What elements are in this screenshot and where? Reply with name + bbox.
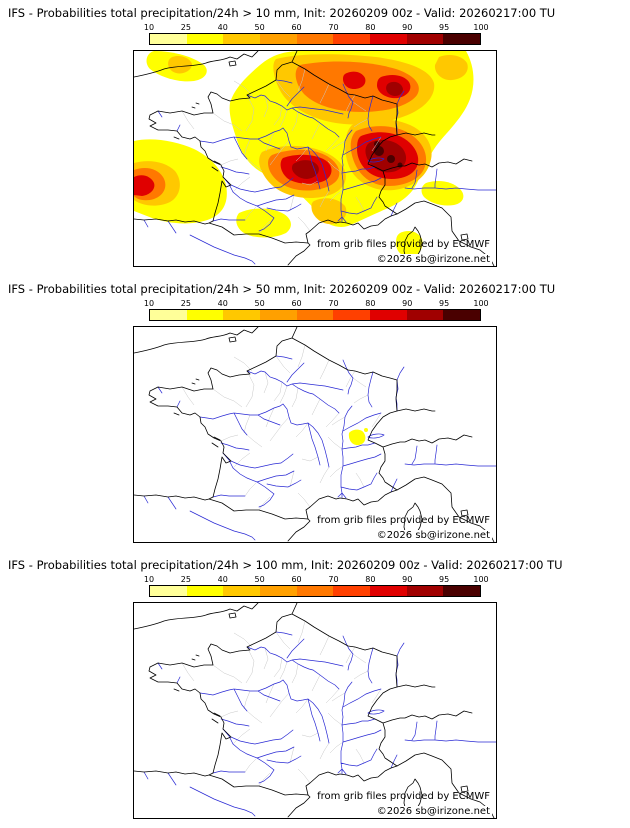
colorbar-tick-labels: 10 25 40 50 60 70 80 90 95 100 [144,299,489,309]
colorbar-tick: 100 [473,23,489,32]
colorbar-tick: 10 [143,299,155,308]
colorbar-tick: 70 [328,299,339,308]
colorbar-tick: 90 [402,299,413,308]
copyright-link[interactable]: ©2026 sb@irizone.net [374,806,492,817]
map-canvas [134,603,496,818]
map-title: IFS - Probabilities total precipitation/… [8,558,563,572]
colorbar-tick: 100 [473,299,489,308]
colorbar: 10 25 40 50 60 70 80 90 95 100 [144,575,489,598]
precipitation-layer [348,428,368,446]
colorbar-tick: 95 [439,575,450,584]
ecmwf-credit: from grib files provided by ECMWF [317,791,490,802]
colorbar: 10 25 40 50 60 70 80 90 95 100 [144,299,489,322]
colorbar-tick: 95 [439,23,450,32]
colorbar-tick: 100 [473,575,489,584]
copyright-link[interactable]: ©2026 sb@irizone.net [374,254,492,265]
colorbar-tick: 80 [365,299,376,308]
colorbar-gradient [149,33,481,45]
colorbar-tick: 50 [254,575,265,584]
map-canvas [134,51,496,266]
colorbar-tick: 70 [328,575,339,584]
colorbar-tick: 40 [217,575,228,584]
precipitation-layer [134,51,474,258]
map-title: IFS - Probabilities total precipitation/… [8,282,556,296]
france-map-100mm: from grib files provided by ECMWF ©2026 … [133,602,497,819]
colorbar-tick: 60 [291,575,302,584]
map-canvas [134,327,496,542]
colorbar-tick: 95 [439,299,450,308]
colorbar-tick: 25 [180,23,191,32]
colorbar-tick: 90 [402,575,413,584]
colorbar-tick: 90 [402,23,413,32]
colorbar-tick: 50 [254,299,265,308]
colorbar-tick: 80 [365,23,376,32]
colorbar-gradient [149,585,481,597]
ecmwf-credit: from grib files provided by ECMWF [317,239,490,250]
colorbar-tick-labels: 10 25 40 50 60 70 80 90 95 100 [144,23,489,33]
copyright-link[interactable]: ©2026 sb@irizone.net [374,530,492,541]
colorbar-tick: 25 [180,575,191,584]
panel-precip-50mm: IFS - Probabilities total precipitation/… [0,276,630,552]
colorbar-tick: 25 [180,299,191,308]
colorbar-tick: 70 [328,23,339,32]
france-map-50mm: from grib files provided by ECMWF ©2026 … [133,326,497,543]
colorbar-tick: 10 [143,575,155,584]
colorbar-tick-labels: 10 25 40 50 60 70 80 90 95 100 [144,575,489,585]
ecmwf-credit: from grib files provided by ECMWF [317,515,490,526]
colorbar-tick: 60 [291,23,302,32]
colorbar: 10 25 40 50 60 70 80 90 95 100 [144,23,489,46]
france-map-10mm: from grib files provided by ECMWF ©2026 … [133,50,497,267]
panel-precip-10mm: IFS - Probabilities total precipitation/… [0,0,630,276]
colorbar-gradient [149,309,481,321]
map-title: IFS - Probabilities total precipitation/… [8,6,556,20]
colorbar-tick: 10 [143,23,155,32]
colorbar-tick: 50 [254,23,265,32]
panel-precip-100mm: IFS - Probabilities total precipitation/… [0,552,630,828]
colorbar-tick: 40 [217,299,228,308]
colorbar-tick: 60 [291,299,302,308]
colorbar-tick: 80 [365,575,376,584]
colorbar-tick: 40 [217,23,228,32]
